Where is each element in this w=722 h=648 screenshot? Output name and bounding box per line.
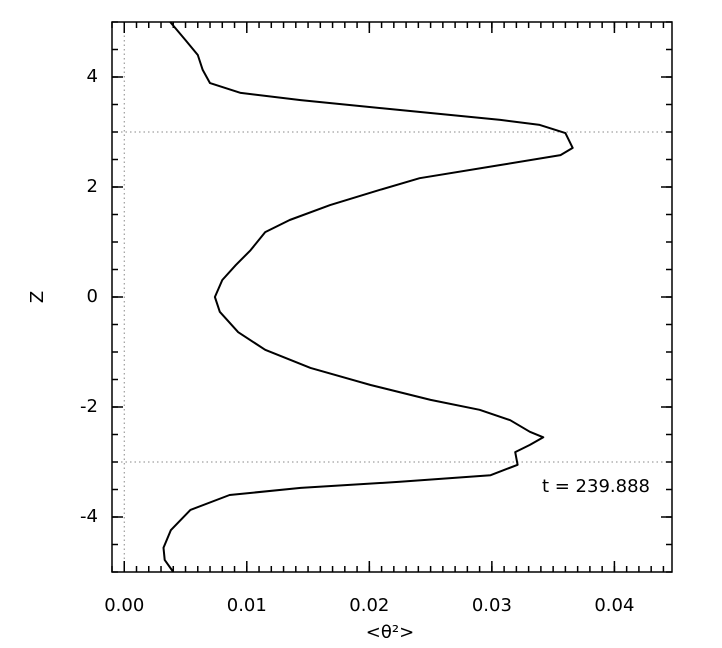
x-tick-label: 0.04 [594, 595, 634, 616]
y-tick-label: -2 [80, 396, 98, 417]
x-tick-label: 0.00 [104, 595, 144, 616]
y-tick-label: 0 [87, 286, 98, 307]
x-tick-label: 0.01 [227, 595, 267, 616]
y-tick-label: 4 [87, 66, 98, 87]
x-tick-label: 0.02 [349, 595, 389, 616]
plot-frame [111, 21, 673, 573]
line [162, 21, 574, 573]
y-tick-label: 2 [87, 176, 98, 197]
y-tick-label: -4 [80, 506, 98, 527]
y-axis-label: Z [27, 291, 48, 303]
x-axis-label: <θ²> [366, 622, 414, 643]
annotation: t = 239.888 [542, 476, 650, 497]
x-tick-label: 0.03 [472, 595, 512, 616]
